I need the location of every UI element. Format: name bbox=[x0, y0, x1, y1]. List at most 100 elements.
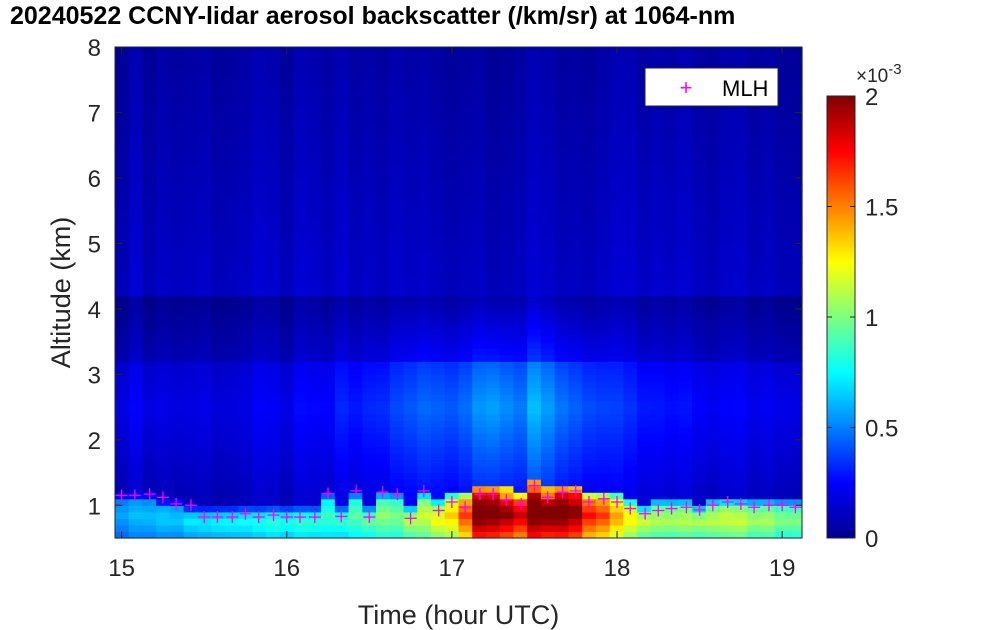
heatmap-cell bbox=[582, 217, 597, 225]
heatmap-cell bbox=[664, 459, 679, 467]
heatmap-cell bbox=[705, 420, 721, 428]
heatmap-cell bbox=[362, 367, 377, 375]
heatmap-cell bbox=[444, 289, 460, 297]
heatmap-cell bbox=[788, 119, 803, 127]
heatmap-cell bbox=[692, 191, 707, 199]
heatmap-cell bbox=[238, 335, 253, 343]
heatmap-cell bbox=[169, 105, 185, 114]
heatmap-cell bbox=[279, 439, 295, 447]
heatmap-cell bbox=[705, 158, 721, 166]
heatmap-cell bbox=[362, 99, 377, 107]
heatmap-cell bbox=[156, 53, 171, 61]
heatmap-cell bbox=[609, 446, 624, 454]
heatmap-cell bbox=[485, 289, 501, 297]
heatmap-cell bbox=[485, 158, 501, 166]
heatmap-cell bbox=[527, 407, 542, 415]
heatmap-cell bbox=[321, 177, 336, 186]
heatmap-cell bbox=[128, 374, 144, 382]
heatmap-cell bbox=[485, 256, 501, 264]
heatmap-cell bbox=[554, 518, 570, 526]
heatmap-cell bbox=[527, 79, 542, 87]
heatmap-cell bbox=[252, 354, 267, 362]
heatmap-cell bbox=[362, 66, 377, 74]
heatmap-cell bbox=[183, 407, 199, 415]
heatmap-cell bbox=[774, 184, 789, 192]
heatmap-cell bbox=[362, 105, 377, 114]
heatmap-cell bbox=[568, 125, 583, 133]
heatmap-cell bbox=[582, 263, 597, 271]
heatmap-cell bbox=[692, 367, 707, 375]
heatmap-cell bbox=[128, 138, 144, 146]
heatmap-cell bbox=[650, 243, 666, 251]
heatmap-cell bbox=[582, 505, 597, 513]
heatmap-cell bbox=[307, 47, 322, 55]
heatmap-cell bbox=[554, 348, 570, 356]
heatmap-cell bbox=[637, 511, 652, 519]
heatmap-cell bbox=[719, 511, 734, 519]
heatmap-cell bbox=[678, 505, 693, 513]
heatmap-cell bbox=[376, 184, 391, 192]
heatmap-cell bbox=[595, 171, 611, 179]
heatmap-cell bbox=[293, 472, 308, 480]
heatmap-cell bbox=[472, 341, 487, 349]
heatmap-cell bbox=[623, 73, 638, 81]
heatmap-cell bbox=[554, 269, 570, 277]
heatmap-cell bbox=[609, 145, 624, 153]
heatmap-cell bbox=[472, 145, 487, 153]
heatmap-cell bbox=[733, 485, 748, 493]
heatmap-cell bbox=[403, 505, 418, 513]
heatmap-cell bbox=[362, 524, 377, 533]
heatmap-cell bbox=[678, 374, 693, 382]
heatmap-cell bbox=[362, 492, 377, 500]
heatmap-cell bbox=[719, 335, 734, 343]
heatmap-cell bbox=[760, 210, 776, 218]
heatmap-cell bbox=[238, 164, 253, 172]
heatmap-cell bbox=[678, 53, 693, 61]
heatmap-cell bbox=[664, 531, 679, 539]
heatmap-cell bbox=[183, 295, 199, 303]
heatmap-cell bbox=[266, 452, 281, 461]
heatmap-cell bbox=[472, 420, 487, 428]
heatmap-cell bbox=[540, 308, 556, 317]
heatmap-cell bbox=[307, 531, 322, 539]
heatmap-cell bbox=[321, 361, 336, 369]
heatmap-cell bbox=[609, 426, 624, 434]
heatmap-cell bbox=[376, 243, 391, 251]
heatmap-cell bbox=[142, 459, 157, 467]
heatmap-cell bbox=[266, 492, 281, 500]
heatmap-cell bbox=[252, 105, 267, 114]
heatmap-cell bbox=[774, 204, 789, 212]
heatmap-cell bbox=[458, 112, 473, 120]
heatmap-cell bbox=[211, 387, 226, 395]
heatmap-cell bbox=[554, 47, 570, 55]
heatmap-cell bbox=[637, 256, 652, 264]
heatmap-cell bbox=[431, 177, 446, 186]
heatmap-cell bbox=[307, 230, 322, 238]
heatmap-cell bbox=[431, 197, 446, 205]
heatmap-cell bbox=[389, 66, 405, 74]
heatmap-cell bbox=[279, 315, 295, 323]
mlh-point bbox=[639, 507, 652, 520]
heatmap-cell bbox=[499, 531, 515, 539]
heatmap-cell bbox=[403, 321, 418, 330]
heatmap-cell bbox=[540, 433, 556, 441]
heatmap-cell bbox=[527, 354, 542, 362]
heatmap-cell bbox=[348, 171, 363, 179]
heatmap-cell bbox=[197, 354, 212, 362]
heatmap-cell bbox=[224, 73, 240, 81]
heatmap-cell bbox=[156, 472, 171, 480]
heatmap-cell bbox=[485, 295, 501, 303]
heatmap-cell bbox=[527, 531, 542, 539]
heatmap-cell bbox=[788, 99, 803, 107]
heatmap-cell bbox=[142, 263, 157, 271]
heatmap-cell bbox=[431, 492, 446, 500]
heatmap-cell bbox=[376, 210, 391, 218]
heatmap-cell bbox=[183, 354, 199, 362]
heatmap-cell bbox=[279, 263, 295, 271]
heatmap-cell bbox=[431, 380, 446, 389]
heatmap-cell bbox=[444, 249, 460, 258]
heatmap-cell bbox=[224, 145, 240, 153]
heatmap-cell bbox=[417, 236, 432, 244]
heatmap-cell bbox=[760, 531, 776, 539]
heatmap-cell bbox=[115, 236, 130, 244]
